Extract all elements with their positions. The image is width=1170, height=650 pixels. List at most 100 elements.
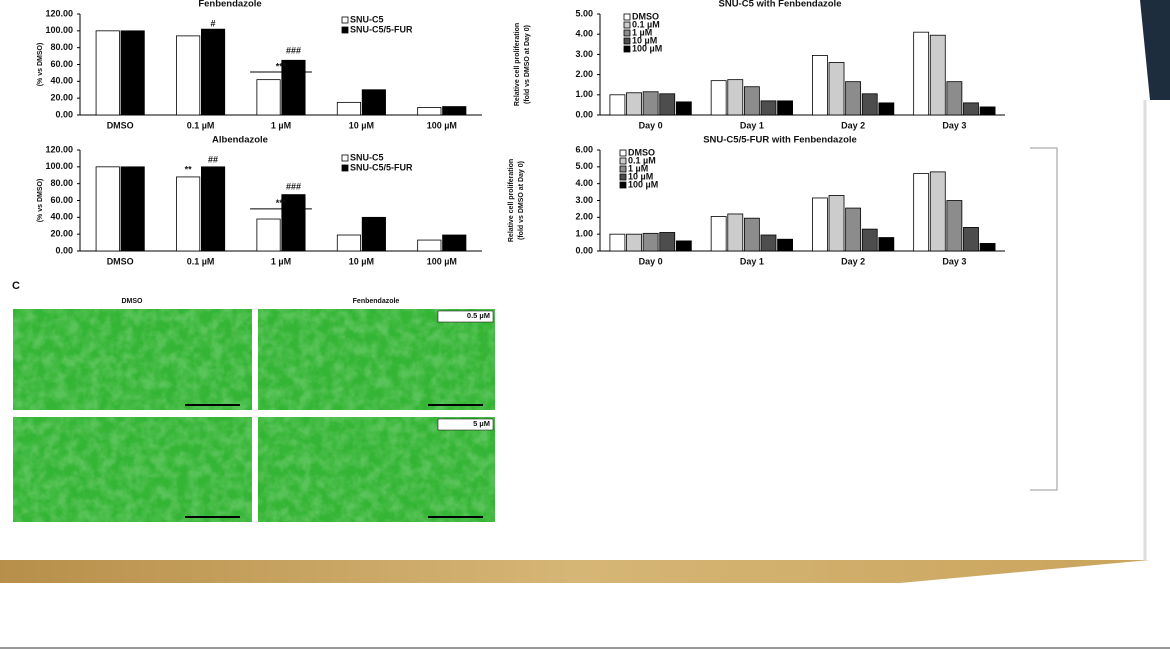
y-tick-label: 0.00 [55,245,73,255]
legend-label: 0.1 µM [632,19,660,29]
bar [626,92,642,116]
y-tick-label: 60.00 [50,59,73,69]
x-tick-label: Day 0 [639,120,663,130]
x-tick-label: Day 2 [841,256,865,266]
legend-swatch [623,29,631,37]
bar [777,238,793,252]
y-tick-label: 100.00 [45,161,73,171]
bar [95,166,120,252]
y-tick-label: 80.00 [50,42,73,52]
y-tick-label: 20.00 [50,93,73,103]
x-tick-label: Day 3 [942,120,966,130]
bar [659,232,676,252]
y-tick-label: 120.00 [45,144,73,154]
x-tick-label: Day 2 [841,120,865,130]
bar [913,31,930,116]
y-tick-label: 100.00 [45,25,73,35]
x-tick-label: 1 µM [271,120,291,130]
bar [642,232,659,252]
y-axis-label: (% vs DMSO) [37,43,44,87]
bar [963,102,979,116]
legend-label: 1 µM [628,163,648,173]
bar [95,30,120,116]
legend-label: DMSO [628,147,655,157]
bar [760,234,777,252]
x-tick-label: 1 µM [271,256,291,266]
annotation: *** [276,198,287,208]
y-tick-label: 2.00 [575,69,593,79]
y-axis-label: Relative cell proliferation [508,159,515,242]
y-tick-label: 120.00 [45,8,73,18]
y-tick-label: 1.00 [575,229,593,239]
legend-swatch [619,149,627,157]
bar [727,213,744,252]
bar [176,35,201,116]
legend-swatch [623,13,631,21]
legend-label: 100 µM [632,43,662,53]
bar [200,28,226,116]
micrograph [13,309,252,410]
bar [626,233,642,252]
bar [845,207,862,252]
y-tick-label: 40.00 [50,212,73,222]
slide-band [0,560,1150,583]
bar [828,62,845,116]
bar [642,91,659,116]
x-tick-label: Day 1 [740,256,764,266]
bar [979,106,996,116]
legend-swatch [619,157,627,165]
bar [256,218,281,252]
bar [946,200,963,252]
x-tick-label: Day 3 [942,256,966,266]
y-tick-label: 40.00 [50,76,73,86]
panel-label: C [12,280,20,292]
micrograph [258,309,495,410]
bar [256,79,281,116]
x-tick-label: DMSO [107,120,134,130]
annotation: ** [185,165,193,175]
bar [336,234,362,252]
bar [442,106,467,116]
legend-swatch [623,21,631,29]
legend-swatch [619,173,627,181]
bar [743,217,760,252]
bar [609,94,626,116]
x-tick-label: 100 µM [427,120,457,130]
chart-title: SNU-C5/5-FUR with Fenbendazole [703,135,857,146]
x-tick-label: Day 1 [740,120,764,130]
bar [361,89,386,116]
bar [861,228,878,252]
bar [845,81,862,116]
bar [417,107,442,116]
y-tick-label: 4.00 [575,29,593,39]
legend-swatch [341,16,349,24]
legend-swatch [341,26,349,34]
bar [913,173,930,252]
micrograph [258,417,495,522]
legend-label: 1 µM [632,27,652,37]
y-tick-label: 0.00 [575,109,593,119]
chart-title: Fenbendazole [198,0,261,10]
panel-c: C DMSO Fenbendazole 0.5 µM 5 µM [12,280,495,522]
bar [675,240,692,252]
annotation: ### [286,181,301,191]
y-tick-label: 4.00 [575,178,593,188]
micrograph [13,417,252,522]
bar [979,243,996,252]
bar [946,81,963,116]
legend-label: 10 µM [628,171,653,181]
bar [361,216,386,252]
bar [812,55,828,116]
chart-title: SNU-C5 with Fenbendazole [719,0,842,10]
x-tick-label: 0.1 µM [187,256,215,266]
y-tick-label: 1.00 [575,89,593,99]
y-tick-label: 20.00 [50,229,73,239]
bar [878,237,895,252]
bar [200,166,226,252]
bar [336,101,362,116]
bar [812,197,828,252]
legend-label: SNU-C5 [350,152,384,162]
bar [281,59,306,116]
y-tick-label: 5.00 [575,8,593,18]
